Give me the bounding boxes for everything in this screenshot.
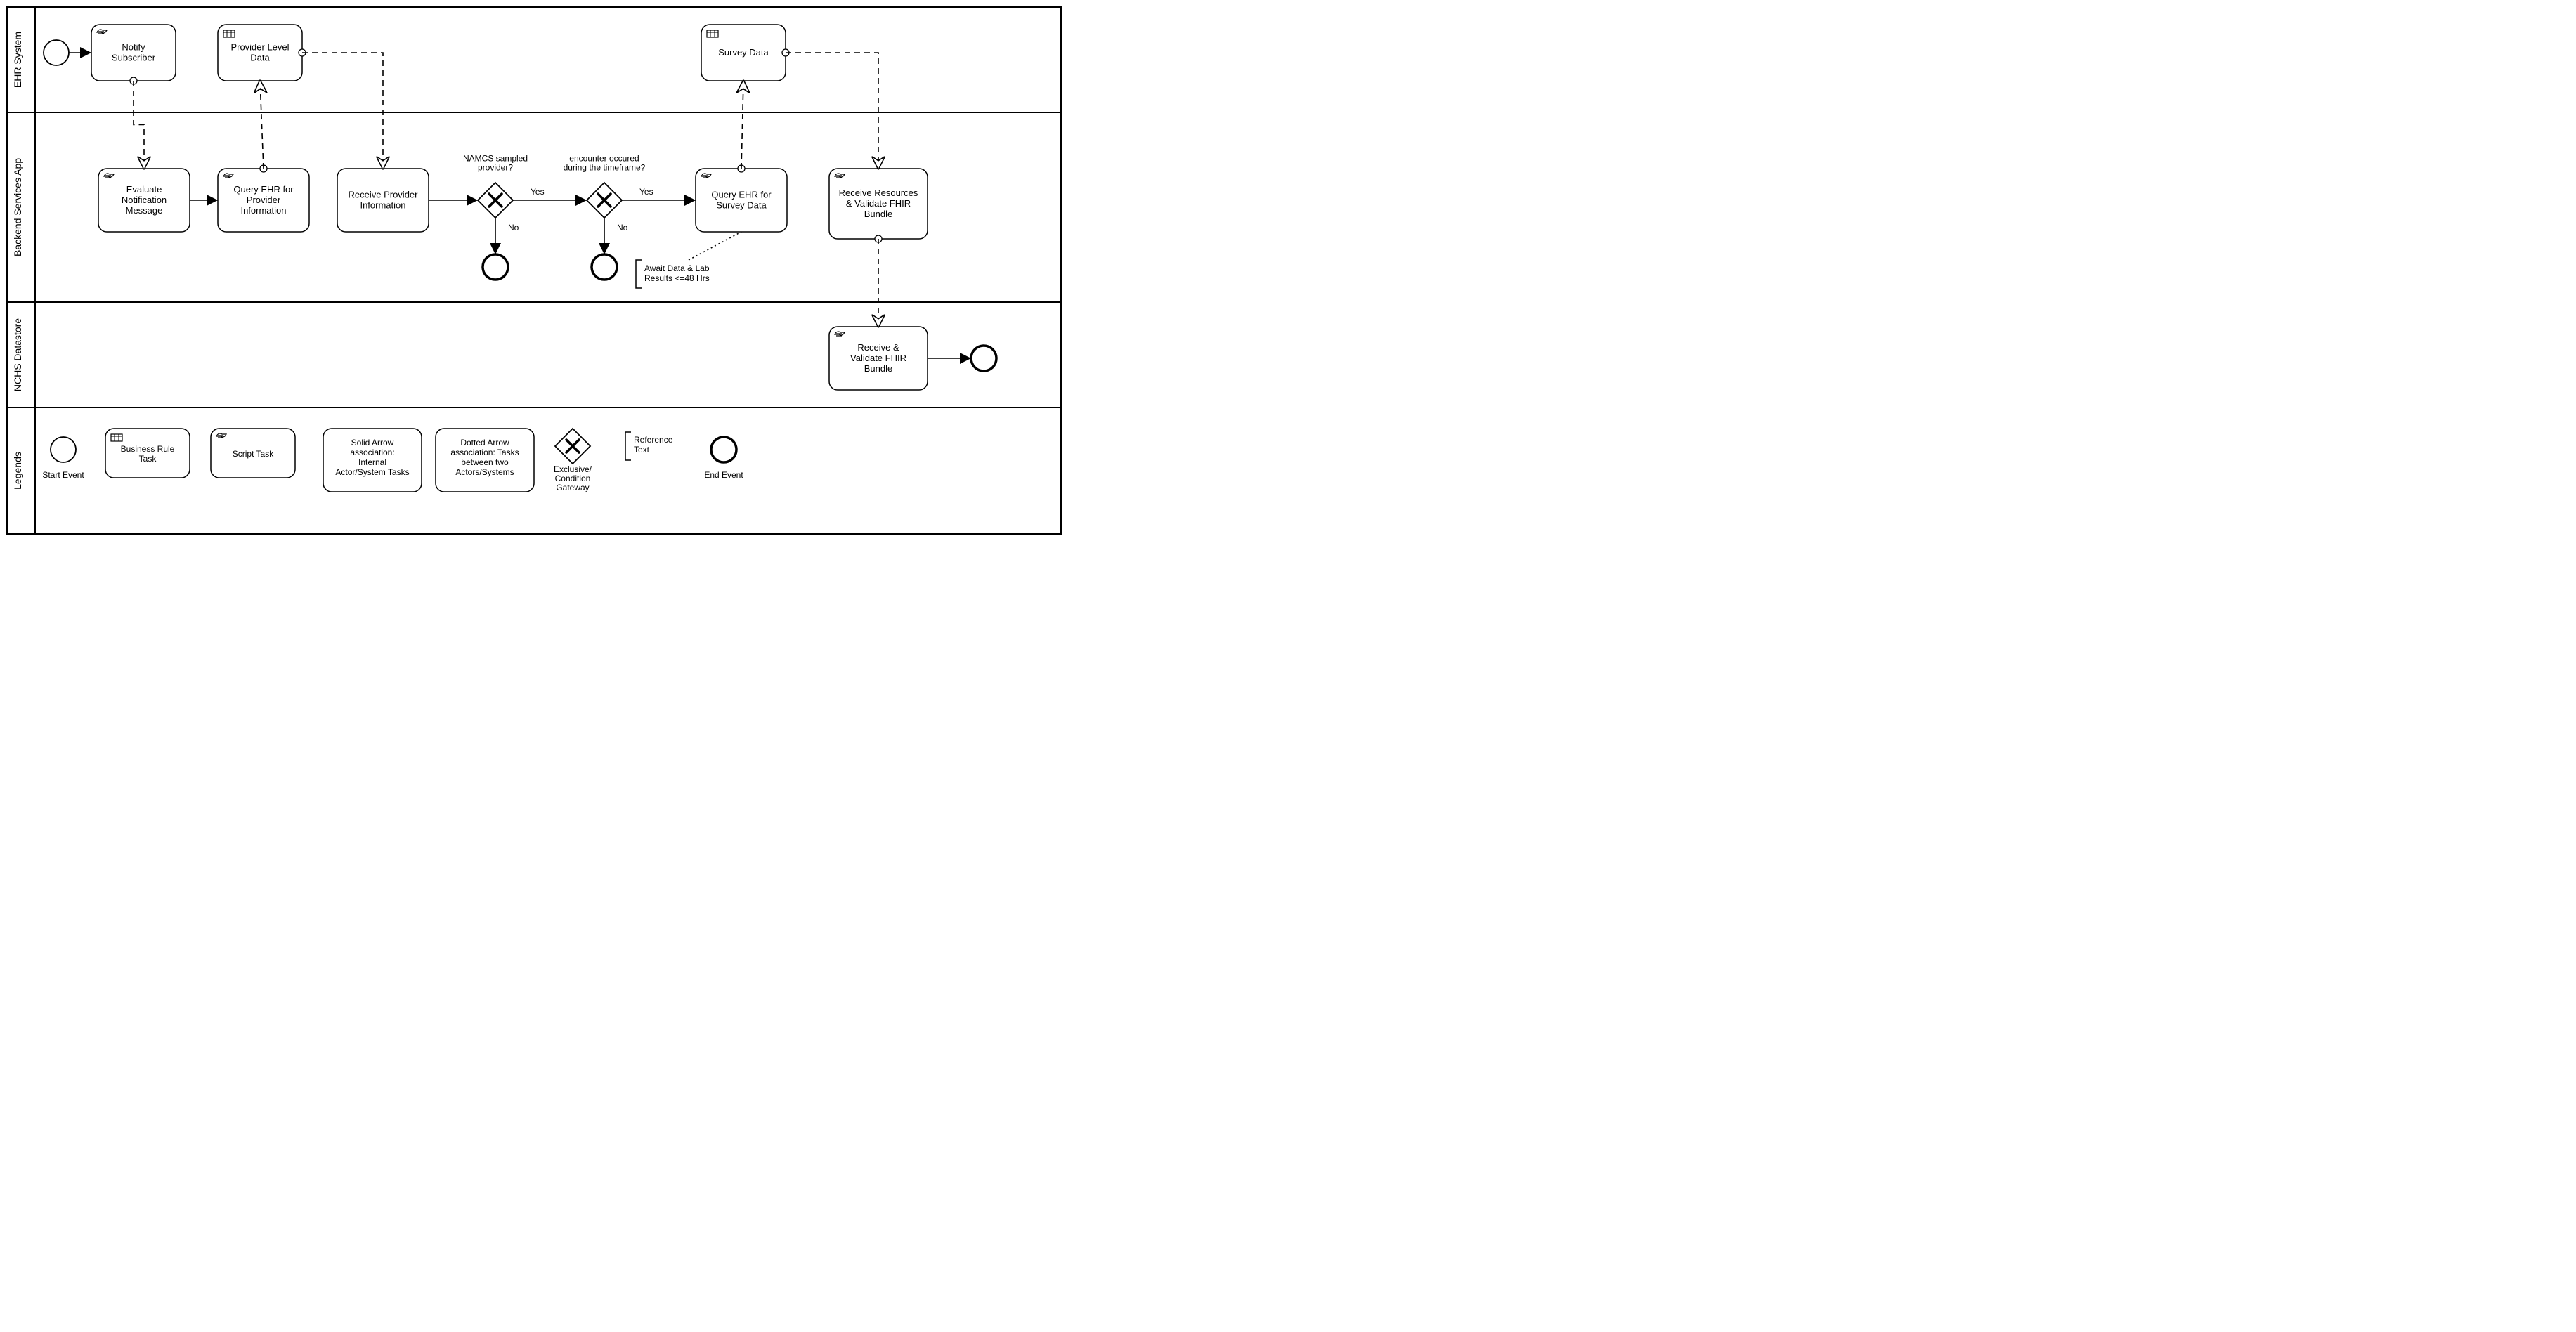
edge-label: No [508, 223, 519, 233]
text: Script Task [233, 449, 274, 459]
legend-note: ReferenceText [625, 432, 673, 460]
legend-business: Business RuleTask [105, 429, 190, 478]
task-evalnotif: EvaluateNotificationMessage [98, 169, 190, 232]
annotation-text: Await Data & LabResults <=48 Hrs [644, 263, 710, 283]
edge-queryprov-provdata [260, 81, 264, 169]
legend-script: Script Task [211, 429, 295, 478]
task-surveydata: Survey Data [701, 25, 786, 81]
bpmn-svg: EHR System Backend Services App NCHS Datas… [0, 0, 1068, 562]
edge-provdata-recvprov [302, 53, 383, 169]
legend-end: End Event [704, 437, 743, 480]
task-notify: NotifySubscriber [91, 25, 176, 81]
edge-querysurvey-surveydata [741, 81, 743, 169]
legend-gateway: Exclusive/ConditionGateway [554, 429, 592, 492]
task-recvres: Receive Resources& Validate FHIRBundle [829, 169, 928, 239]
event-end3 [971, 346, 996, 371]
legend-note-text: ReferenceText [634, 435, 673, 455]
task-queryprov: Query EHR forProviderInformation [218, 169, 309, 232]
text: Query EHR forSurvey Data [711, 190, 772, 211]
task-recvval: Receive &Validate FHIRBundle [829, 327, 928, 390]
gateway-gw2: encounter occuredduring the timeframe? [564, 154, 646, 218]
text: Exclusive/ConditionGateway [554, 464, 592, 492]
text: End Event [704, 470, 743, 480]
event-start1 [44, 40, 69, 65]
task-querysurvey: Query EHR forSurvey Data [696, 169, 787, 232]
lane-label-ehr: EHR System [12, 32, 23, 88]
event-end1 [483, 254, 508, 280]
legend-textbox: Solid Arrowassociation:InternalActor/Sys… [323, 429, 422, 492]
text: Start Event [42, 470, 84, 480]
text: encounter occuredduring the timeframe? [564, 154, 646, 173]
bpmn-diagram: EHR System Backend Services App NCHS Datas… [0, 0, 2576, 562]
edge-label: Yes [531, 187, 545, 197]
edge-label: Yes [639, 187, 653, 197]
lane-label-legends: Legends [12, 452, 23, 490]
edge-surveydata-recvres [786, 53, 878, 169]
legend-textbox: Dotted Arrowassociation: Tasksbetween tw… [436, 429, 534, 492]
text: EvaluateNotificationMessage [122, 184, 167, 216]
edge-notify-evalnotif [134, 81, 144, 169]
event-end2 [592, 254, 617, 280]
lane-label-nchs: NCHS Datastore [12, 318, 23, 391]
text: NAMCS sampledprovider? [463, 154, 528, 173]
gateway-gw1: NAMCS sampledprovider? [463, 154, 528, 218]
edge-label: No [617, 223, 628, 233]
annotation-note1: Await Data & LabResults <=48 Hrs [636, 260, 710, 288]
legend-start: Start Event [42, 437, 84, 480]
task-recvprov: Receive ProviderInformation [337, 169, 429, 232]
edge-note1-querysurvey [689, 232, 741, 260]
lane-label-backend: Backend Services App [12, 158, 23, 256]
text: Survey Data [718, 47, 769, 58]
task-provdata: Provider LevelData [218, 25, 302, 81]
